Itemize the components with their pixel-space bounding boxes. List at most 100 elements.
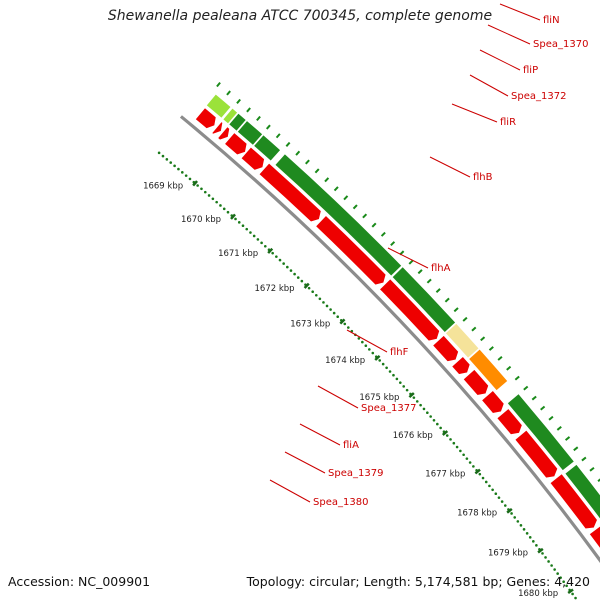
- ruler-tick-label: 1675 kbp: [359, 393, 399, 403]
- minor-tick: [573, 446, 579, 452]
- ruler-dot: [462, 453, 465, 457]
- ruler-dot: [535, 544, 538, 547]
- gene-label-leader: [429, 156, 471, 178]
- ruler-dot: [449, 438, 452, 441]
- ruler-dot: [293, 272, 296, 276]
- ruler-dot: [271, 251, 274, 255]
- ruler-dot: [165, 158, 169, 161]
- gene-label-leader: [479, 49, 521, 71]
- ruler-dot: [381, 362, 385, 366]
- ruler-dot: [481, 476, 485, 480]
- gene-label-leader: [299, 423, 341, 446]
- ruler-dot: [500, 500, 504, 503]
- ruler-dot: [522, 528, 526, 531]
- gene-arrow: [480, 389, 505, 414]
- minor-tick: [435, 288, 441, 294]
- ruler-dot: [513, 516, 517, 519]
- ruler-dot: [465, 457, 469, 460]
- ruler-dot: [347, 326, 350, 329]
- feature-block: [507, 394, 574, 471]
- ruler-dot: [541, 552, 544, 555]
- minor-tick: [362, 213, 368, 219]
- gene-arrow: [588, 525, 600, 550]
- accession-text: Accession: NC_009901: [8, 574, 151, 589]
- minor-tick: [295, 150, 301, 156]
- gene-track: [194, 107, 600, 550]
- dotted-ruler-track: [157, 151, 577, 600]
- ruler-ticks: 1669 kbp 1670 kbp 1671 kbp 1672 kbp 1673 kbp…: [143, 180, 574, 599]
- minor-tick: [275, 133, 281, 139]
- ruler-dot: [392, 373, 395, 377]
- ruler-tick: [506, 507, 513, 514]
- ruler-tick-label: 1676 kbp: [393, 431, 433, 441]
- gene-label: fliN: [543, 15, 560, 26]
- ruler-dot: [237, 221, 241, 224]
- ruler-dot: [329, 308, 332, 311]
- ruler-dot: [484, 480, 488, 484]
- ruler-dot: [207, 194, 211, 197]
- ruler-dot: [203, 190, 207, 194]
- gene-label-leader: [269, 479, 311, 503]
- ruler-tick: [567, 588, 574, 595]
- gene-label-leader: [387, 247, 429, 269]
- ruler-dot: [571, 592, 574, 596]
- ruler-tick: [441, 430, 449, 436]
- ruler-dot: [562, 580, 565, 584]
- minor-tick: [471, 326, 477, 332]
- ruler-dot: [260, 241, 263, 245]
- minor-tick: [426, 278, 432, 284]
- ruler-dot: [282, 262, 285, 265]
- ruler-tick-label: 1671 kbp: [218, 249, 258, 259]
- ruler-dot: [491, 488, 494, 492]
- feature-track: [206, 94, 600, 519]
- ruler-dot: [173, 164, 176, 168]
- ruler-tick-label: 1670 kbp: [181, 215, 221, 225]
- minor-tick: [564, 436, 571, 441]
- minor-tick: [226, 90, 231, 96]
- ruler-dot: [559, 576, 562, 579]
- ruler-tick: [474, 468, 481, 475]
- ruler-tick: [374, 354, 381, 361]
- feature-block: [392, 267, 456, 333]
- ruler-tick-label: 1680 kbp: [518, 589, 558, 599]
- minor-tick: [246, 107, 251, 113]
- ruler-dot: [547, 560, 550, 563]
- gene-arrow: [240, 146, 265, 171]
- ruler-dot: [574, 596, 577, 600]
- ruler-dot: [494, 492, 498, 496]
- minor-tick: [352, 204, 358, 210]
- ruler-tick: [537, 547, 544, 554]
- ruler-tick: [339, 318, 346, 325]
- gene-label: fliA: [343, 440, 359, 451]
- gene-label: flhA: [431, 263, 451, 274]
- gene-arrow: [315, 214, 387, 286]
- gene-arrow: [258, 162, 322, 223]
- minor-tick: [548, 415, 554, 421]
- ruler-dot: [503, 504, 507, 507]
- gene-label: Spea_1370: [533, 39, 588, 50]
- gene-label: fliR: [500, 117, 516, 128]
- ruler-dot: [211, 197, 215, 201]
- ruler-dot: [296, 276, 300, 279]
- ruler-dot: [468, 461, 472, 464]
- gene-arrow: [549, 473, 598, 530]
- ruler-dot: [532, 540, 535, 543]
- ruler-dot: [432, 418, 436, 422]
- ruler-dot: [528, 536, 532, 539]
- ruler-tick-label: 1677 kbp: [425, 469, 465, 479]
- ruler-dot: [402, 385, 406, 388]
- ruler-dot: [371, 351, 375, 355]
- genome-summary-text: Topology: circular; Length: 5,174,581 bp…: [246, 574, 590, 589]
- ruler-dot: [497, 496, 501, 499]
- minor-tick: [453, 307, 459, 313]
- gene-arrow: [462, 368, 490, 396]
- minor-tick: [333, 186, 339, 192]
- ruler-dot: [439, 426, 442, 430]
- minor-tick: [314, 168, 320, 174]
- ruler-tick: [192, 180, 199, 187]
- minor-tick: [480, 336, 486, 342]
- ruler-dot: [286, 265, 289, 269]
- ruler-dot: [488, 484, 491, 488]
- ruler-dot: [368, 348, 371, 351]
